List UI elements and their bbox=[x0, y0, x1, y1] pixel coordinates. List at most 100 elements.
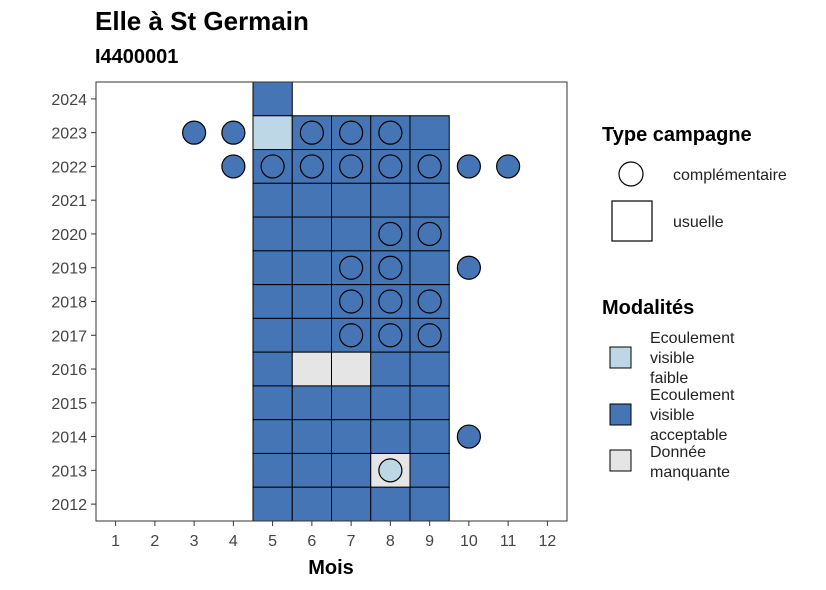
point-2022-5 bbox=[260, 154, 285, 179]
point-2013-8 bbox=[378, 458, 403, 483]
x-tick-label-12: 12 bbox=[538, 533, 556, 550]
point-2017-7 bbox=[339, 323, 364, 348]
cell-2017-5 bbox=[252, 317, 293, 353]
point-2022-6 bbox=[299, 154, 324, 179]
y-tick-label-2021: 2021 bbox=[51, 193, 87, 210]
cell-2013-6 bbox=[291, 452, 332, 488]
x-axis: 1 2 3 4 5 6 7 8 9 10 11 12 bbox=[111, 521, 556, 550]
point-2019-7 bbox=[339, 255, 364, 280]
x-tick-label-6: 6 bbox=[307, 533, 316, 550]
cell-2015-9 bbox=[409, 385, 450, 421]
y-tick-label-2012: 2012 bbox=[51, 497, 87, 514]
legend: Type campagne complémentaire usuelle Mod… bbox=[602, 124, 787, 481]
y-axis: 2012 2013 2014 2015 2016 2017 2018 2019 2020 2021… bbox=[51, 92, 96, 514]
legend-type-label-complementaire: complémentaire bbox=[673, 167, 787, 184]
point-2023-7 bbox=[339, 120, 364, 145]
cell-2012-8 bbox=[370, 486, 411, 522]
cell-2019-6 bbox=[291, 250, 332, 286]
legend-label-manquante-line2: manquante bbox=[650, 464, 730, 481]
legend-label-faible: Ecoulement visible faible bbox=[650, 330, 739, 387]
point-2022-11 bbox=[496, 154, 521, 179]
cell-2015-5 bbox=[252, 385, 293, 421]
cell-2024-5 bbox=[252, 81, 293, 117]
point-2020-8 bbox=[378, 221, 403, 247]
x-tick-label-9: 9 bbox=[425, 533, 434, 550]
cell-2014-9 bbox=[409, 419, 450, 454]
legend-label-faible-line2: visible bbox=[650, 350, 695, 367]
cell-2021-6 bbox=[291, 182, 332, 218]
cell-2012-5 bbox=[252, 486, 293, 522]
x-tick-label-11: 11 bbox=[500, 533, 517, 550]
cell-2018-6 bbox=[291, 284, 332, 319]
point-2022-10 bbox=[456, 154, 481, 179]
cell-2015-6 bbox=[291, 385, 332, 421]
x-tick-label-3: 3 bbox=[190, 533, 199, 550]
cell-2018-5 bbox=[252, 284, 293, 319]
cell-2012-7 bbox=[331, 486, 372, 522]
point-2022-9 bbox=[417, 154, 442, 179]
cell-2013-7 bbox=[331, 452, 372, 488]
cell-2023-9 bbox=[409, 115, 450, 151]
point-2018-7 bbox=[339, 289, 364, 314]
cell-2016-7 bbox=[331, 351, 372, 387]
cell-2023-5 bbox=[252, 115, 293, 151]
cell-2014-7 bbox=[331, 419, 372, 454]
usuelle-cells bbox=[252, 81, 450, 522]
cell-2021-7 bbox=[331, 182, 372, 218]
point-2023-6 bbox=[299, 120, 324, 145]
cell-2015-7 bbox=[331, 385, 372, 421]
legend-modalites-title: Modalités bbox=[602, 297, 694, 319]
point-2017-8 bbox=[378, 323, 403, 348]
cell-2016-6 bbox=[291, 351, 332, 387]
y-tick-label-2020: 2020 bbox=[51, 227, 87, 244]
legend-label-manquante: Donnée manquante bbox=[650, 444, 730, 481]
point-2023-8 bbox=[378, 120, 403, 145]
legend-square-usuelle-key bbox=[611, 200, 653, 242]
cell-2017-6 bbox=[291, 317, 332, 353]
cell-2015-8 bbox=[370, 385, 411, 421]
legend-label-faible-line3: faible bbox=[650, 370, 688, 387]
point-2018-8 bbox=[378, 289, 403, 314]
point-2018-9 bbox=[417, 289, 442, 314]
legend-type-label-usuelle: usuelle bbox=[673, 214, 724, 231]
x-tick-label-8: 8 bbox=[386, 533, 395, 550]
legend-label-acceptable: Ecoulement visible acceptable bbox=[650, 387, 739, 444]
cell-2019-9 bbox=[409, 250, 450, 286]
x-axis-label: Mois bbox=[308, 557, 354, 579]
legend-circle-complementaire-key bbox=[618, 161, 644, 187]
y-tick-label-2022: 2022 bbox=[51, 159, 87, 176]
y-tick-label-2019: 2019 bbox=[51, 261, 87, 278]
point-2022-8 bbox=[378, 154, 403, 179]
y-tick-label-2015: 2015 bbox=[51, 396, 87, 413]
cell-2016-5 bbox=[252, 351, 293, 387]
x-tick-label-5: 5 bbox=[268, 533, 277, 550]
legend-type-title: Type campagne bbox=[602, 124, 752, 146]
legend-label-acceptable-line2: visible bbox=[650, 407, 695, 424]
cell-2014-8 bbox=[370, 419, 411, 454]
x-tick-label-4: 4 bbox=[229, 533, 238, 550]
complementaire-points bbox=[182, 120, 521, 483]
point-2019-8 bbox=[378, 255, 403, 280]
cell-2014-5 bbox=[252, 419, 293, 454]
cell-2014-6 bbox=[291, 419, 332, 454]
y-tick-label-2018: 2018 bbox=[51, 295, 87, 312]
point-2022-7 bbox=[339, 154, 364, 179]
point-2020-9 bbox=[417, 221, 442, 247]
point-2023-4 bbox=[221, 120, 246, 145]
chart-title: Elle à St Germain bbox=[95, 6, 309, 36]
x-tick-label-2: 2 bbox=[150, 533, 159, 550]
cell-2016-9 bbox=[409, 351, 450, 387]
cell-2019-5 bbox=[252, 250, 293, 286]
cell-2013-9 bbox=[409, 452, 450, 488]
x-tick-label-7: 7 bbox=[347, 533, 356, 550]
x-tick-label-10: 10 bbox=[460, 533, 478, 550]
y-tick-label-2014: 2014 bbox=[51, 430, 87, 447]
legend-label-acceptable-line1: Ecoulement bbox=[650, 387, 735, 404]
y-tick-label-2017: 2017 bbox=[51, 328, 87, 345]
legend-label-faible-line1: Ecoulement bbox=[650, 330, 735, 347]
legend-label-manquante-line1: Donnée bbox=[650, 444, 706, 461]
cell-2021-5 bbox=[252, 182, 293, 218]
cell-2020-5 bbox=[252, 216, 293, 252]
